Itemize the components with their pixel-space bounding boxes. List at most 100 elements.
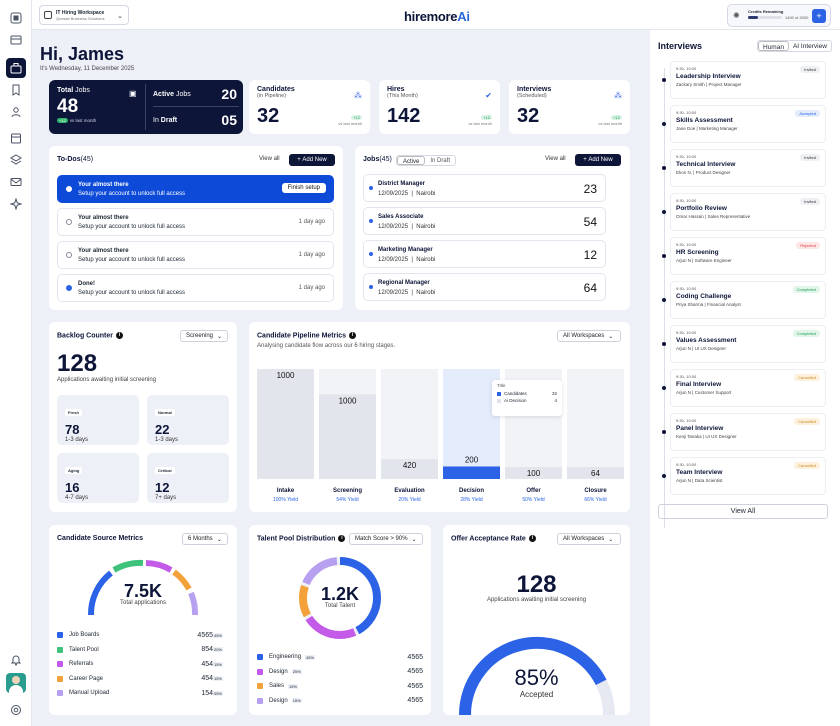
job-row[interactable]: Marketing Manager 12/09/2025 | Nairobi 12 [363,240,606,268]
help-icon[interactable] [6,700,26,720]
workspace-icon[interactable] [6,30,26,50]
check-icon[interactable] [66,285,72,291]
avatar[interactable] [6,673,26,693]
radio-icon[interactable] [66,186,72,192]
talent-label: Engineering [269,654,302,660]
interview-name: Skills Assessment [676,117,733,124]
pipeline-workspace-select[interactable]: All Workspaces ⌄ [557,330,621,342]
layers-icon[interactable] [6,150,26,170]
status-badge: Invited [800,154,820,161]
jobs-view-all-link[interactable]: View all [545,156,566,162]
interview-item[interactable]: 9:30- 10:00 Skills Assessment Jane Doe | M… [658,105,826,145]
source-legend-row: Job Boards 4565 45% [57,630,223,640]
talent-value: 4565 [407,697,423,704]
interview-item[interactable]: 9:30- 10:00 Portfolio Review Omar Hassan |… [658,193,826,233]
talent-value: 4565 [407,653,423,661]
timeline-dot [662,122,666,126]
source-pct: 05% [212,690,223,696]
source-legend-row: Manual Upload 154 05% [57,688,223,698]
todo-item[interactable]: Done! Setup your account to unlock full a… [57,274,334,302]
todos-view-all-link[interactable]: View all [259,156,280,162]
todo-item[interactable]: Your almost there Setup your account to u… [57,241,334,269]
status-badge: Cancelled [794,462,820,469]
workspace-switcher[interactable]: IT Hiring Workspace Quessit Business Sol… [39,5,129,25]
brand-main: hiremore [404,9,458,24]
todos-add-new-button[interactable]: + Add New [289,154,335,166]
todo-item[interactable]: Your almost there Setup your account to u… [57,208,334,236]
bar-value-label: 100 [527,469,541,478]
draft-jobs[interactable]: In Draft 05 [153,112,237,128]
interview-item[interactable]: 9:30- 10:00 Values Assessment Arjun N | UI… [658,325,826,365]
jobs-add-new-button[interactable]: + Add New [575,154,621,166]
interview-item[interactable]: 9:30- 10:00 Coding Challenge Priya Sharma … [658,281,826,321]
source-value: 454 [201,675,213,682]
interview-item[interactable]: 9:30- 10:00 HR Screening Arjun N | Softwar… [658,237,826,277]
bar-evaluation [381,459,438,479]
mail-icon[interactable] [6,172,26,192]
jobs-icon[interactable] [6,58,26,78]
interview-item[interactable]: 9:30- 10:00 Panel Interview Kenji Tanaka |… [658,413,826,453]
jobs-list-card: Jobs(45) Active In Draft View all + Add N… [355,146,630,310]
offer-rate: 85% [514,665,559,690]
interview-item[interactable]: 9:30- 10:00 Final Interview Arjun N | Cust… [658,369,826,409]
talent-donut-chart [299,557,381,639]
pipeline-title: Candidate Pipeline Metrics i [257,332,357,339]
hires-stat-card[interactable]: Hires (This Month) ✔ 142 +12 vs last mont… [379,80,500,134]
users-icon[interactable] [6,102,26,122]
interview-who: Zackary Smith | Project Manager [676,82,742,87]
tab-ai-interview[interactable]: AI Interview [792,43,827,50]
legend-swatch [57,632,63,638]
stat-sub: (This Month) [387,93,418,99]
offer-workspace-select[interactable]: All Workspaces ⌄ [557,533,621,545]
backlog-tile-aging[interactable]: Aging 16 4-7 days [57,453,139,503]
bar-value-label: 1000 [277,371,295,380]
bookmark-icon[interactable] [6,80,26,100]
chevron-down-icon: ⌄ [608,333,614,340]
radio-icon[interactable] [66,219,72,225]
radio-icon[interactable] [66,252,72,258]
source-label: Talent Pool [69,646,99,653]
jobs-tabs: Active In Draft [396,155,457,166]
backlog-tile-fresh[interactable]: Fresh 78 1-3 days [57,395,139,445]
todo-item[interactable]: Your almost there Setup your account to u… [57,175,334,203]
tab-in-draft[interactable]: In Draft [430,158,451,164]
legend-swatch [57,661,63,667]
job-row[interactable]: District Manager 12/09/2025 | Nairobi 23 [363,174,606,202]
offer-rate-label: Accepted [519,690,554,699]
interview-name: Values Assessment [676,337,737,344]
total-jobs-label: Total Jobs [57,87,90,94]
stat-trend: +12 vs last month [338,115,362,126]
source-period-select[interactable]: 6 Months ⌄ [182,533,228,545]
interviews-stat-card[interactable]: Interviews (Scheduled) ⁂ 32 +12 vs last m… [509,80,630,134]
backlog-tile-critical[interactable]: Critical 12 7+ days [147,453,229,503]
interview-item[interactable]: 9:30- 10:00 Technical Interview Ekon N. | … [658,149,826,189]
backlog-stage-select[interactable]: Screening ⌄ [180,330,228,342]
active-jobs[interactable]: Active Jobs 20 [153,86,237,102]
interview-item[interactable]: 9:30- 10:00 Team Interview Arjun N | Data … [658,457,826,497]
dashboard-icon[interactable] [6,8,26,28]
backlog-value: 128 [57,350,98,377]
backlog-tile-normal[interactable]: Normal 22 1-3 days [147,395,229,445]
talent-value: 4565 [407,682,423,690]
timeline-dot [662,298,666,302]
calendar-icon[interactable] [6,128,26,148]
bell-icon[interactable] [6,650,26,670]
offer-value: 128 [516,571,557,598]
tab-human[interactable]: Human [758,41,789,51]
timeline-dot [662,210,666,214]
workspace-logo-icon [44,11,52,19]
job-row[interactable]: Regional Manager 12/09/2025 | Nairobi 64 [363,273,606,301]
yield-label: 66% Yield [584,497,606,503]
source-total-label: Total applications [119,600,167,606]
tab-active[interactable]: Active [397,156,426,165]
jobs-summary-card[interactable]: Total Jobs 48 +12 vs last month ▣ Active … [49,80,243,134]
sparkle-icon[interactable] [6,194,26,214]
interview-item[interactable]: 9:30- 10:00 Leadership Interview Zackary S… [658,61,826,101]
candidate-source-card: Candidate Source Metrics 6 Months ⌄ 7.5K … [49,525,237,715]
candidates-stat-card[interactable]: Candidates (in Pipeline) ⁂ 32 +12 vs last… [249,80,370,134]
finish-setup-button[interactable]: Finish setup [281,183,326,193]
interviews-view-all-button[interactable]: View All [658,504,828,519]
job-row[interactable]: Sales Associate 12/09/2025 | Nairobi 54 [363,207,606,235]
talent-match-select[interactable]: Match Score > 90% ⌄ [349,533,423,545]
add-credits-button[interactable]: + [812,9,826,23]
